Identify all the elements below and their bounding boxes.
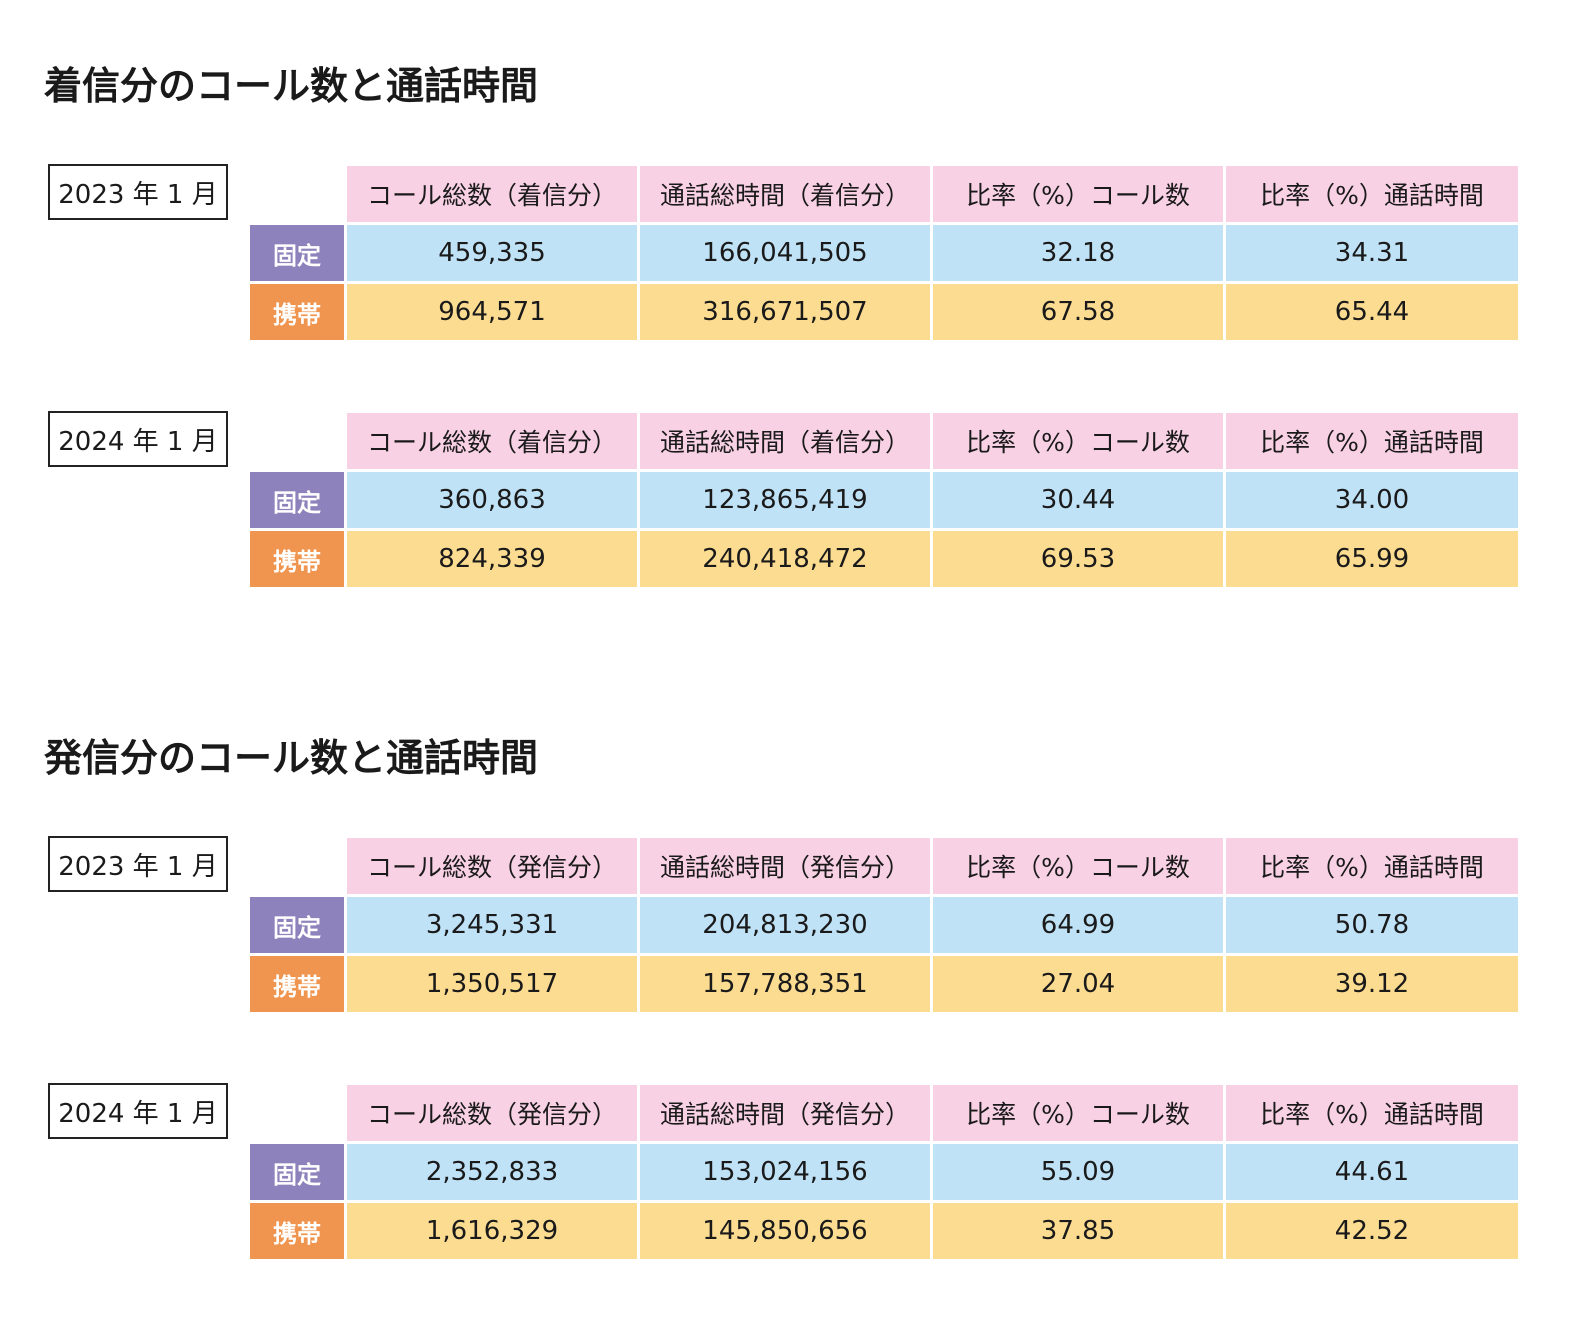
- table-corner: [250, 166, 344, 222]
- table-cell: 153,024,156: [640, 1144, 930, 1200]
- row-label-mobile: 携帯: [250, 956, 344, 1012]
- table-cell: 1,350,517: [347, 956, 637, 1012]
- table-cell: 34.00: [1226, 472, 1518, 528]
- data-table: コール総数（着信分） 通話総時間（着信分） 比率（%）コール数 比率（%）通話時…: [250, 413, 1518, 587]
- table-cell: 65.99: [1226, 531, 1518, 587]
- column-header-call-time: 通話総時間（発信分）: [640, 838, 930, 894]
- column-header-ratio-time: 比率（%）通話時間: [1226, 166, 1518, 222]
- table-cell: 2,352,833: [347, 1144, 637, 1200]
- data-table: コール総数（着信分） 通話総時間（着信分） 比率（%）コール数 比率（%）通話時…: [250, 166, 1518, 340]
- row-label-fixed: 固定: [250, 472, 344, 528]
- column-header-call-count: コール総数（着信分）: [347, 413, 637, 469]
- table-cell: 50.78: [1226, 897, 1518, 953]
- table-cell: 37.85: [933, 1203, 1223, 1259]
- table-cell: 42.52: [1226, 1203, 1518, 1259]
- table-cell: 67.58: [933, 284, 1223, 340]
- section-title-incoming: 着信分のコール数と通話時間: [44, 64, 539, 108]
- period-label: 2023 年 1 月: [48, 836, 228, 892]
- table-corner: [250, 1085, 344, 1141]
- table-cell: 240,418,472: [640, 531, 930, 587]
- table-block-outgoing-2024: 2024 年 1 月 コール総数（発信分） 通話総時間（発信分） 比率（%）コー…: [48, 1083, 1534, 1259]
- table-cell: 459,335: [347, 225, 637, 281]
- column-header-ratio-count: 比率（%）コール数: [933, 838, 1223, 894]
- row-label-fixed: 固定: [250, 897, 344, 953]
- table-cell: 69.53: [933, 531, 1223, 587]
- column-header-ratio-time: 比率（%）通話時間: [1226, 413, 1518, 469]
- row-label-mobile: 携帯: [250, 531, 344, 587]
- row-label-mobile: 携帯: [250, 1203, 344, 1259]
- row-label-mobile: 携帯: [250, 284, 344, 340]
- table-corner: [250, 413, 344, 469]
- table-cell: 55.09: [933, 1144, 1223, 1200]
- table-cell: 30.44: [933, 472, 1223, 528]
- table-cell: 204,813,230: [640, 897, 930, 953]
- period-label: 2024 年 1 月: [48, 411, 228, 467]
- table-cell: 39.12: [1226, 956, 1518, 1012]
- column-header-call-time: 通話総時間（発信分）: [640, 1085, 930, 1141]
- column-header-call-count: コール総数（発信分）: [347, 838, 637, 894]
- table-cell: 1,616,329: [347, 1203, 637, 1259]
- table-cell: 27.04: [933, 956, 1223, 1012]
- row-label-fixed: 固定: [250, 1144, 344, 1200]
- table-cell: 166,041,505: [640, 225, 930, 281]
- table-cell: 360,863: [347, 472, 637, 528]
- table-cell: 316,671,507: [640, 284, 930, 340]
- table-cell: 34.31: [1226, 225, 1518, 281]
- column-header-call-time: 通話総時間（着信分）: [640, 413, 930, 469]
- column-header-call-count: コール総数（発信分）: [347, 1085, 637, 1141]
- column-header-ratio-time: 比率（%）通話時間: [1226, 1085, 1518, 1141]
- column-header-ratio-time: 比率（%）通話時間: [1226, 838, 1518, 894]
- period-label: 2023 年 1 月: [48, 164, 228, 220]
- row-label-fixed: 固定: [250, 225, 344, 281]
- column-header-call-time: 通話総時間（着信分）: [640, 166, 930, 222]
- column-header-ratio-count: 比率（%）コール数: [933, 413, 1223, 469]
- table-cell: 145,850,656: [640, 1203, 930, 1259]
- table-cell: 824,339: [347, 531, 637, 587]
- period-label: 2024 年 1 月: [48, 1083, 228, 1139]
- column-header-ratio-count: 比率（%）コール数: [933, 1085, 1223, 1141]
- data-table: コール総数（発信分） 通話総時間（発信分） 比率（%）コール数 比率（%）通話時…: [250, 1085, 1518, 1259]
- table-cell: 44.61: [1226, 1144, 1518, 1200]
- table-corner: [250, 838, 344, 894]
- section-title-outgoing: 発信分のコール数と通話時間: [44, 736, 539, 780]
- table-block-incoming-2023: 2023 年 1 月 コール総数（着信分） 通話総時間（着信分） 比率（%）コー…: [48, 164, 1534, 340]
- table-cell: 157,788,351: [640, 956, 930, 1012]
- table-cell: 964,571: [347, 284, 637, 340]
- table-cell: 64.99: [933, 897, 1223, 953]
- table-cell: 123,865,419: [640, 472, 930, 528]
- column-header-call-count: コール総数（着信分）: [347, 166, 637, 222]
- table-cell: 3,245,331: [347, 897, 637, 953]
- column-header-ratio-count: 比率（%）コール数: [933, 166, 1223, 222]
- data-table: コール総数（発信分） 通話総時間（発信分） 比率（%）コール数 比率（%）通話時…: [250, 838, 1518, 1012]
- table-cell: 32.18: [933, 225, 1223, 281]
- table-block-outgoing-2023: 2023 年 1 月 コール総数（発信分） 通話総時間（発信分） 比率（%）コー…: [48, 836, 1534, 1012]
- table-cell: 65.44: [1226, 284, 1518, 340]
- table-block-incoming-2024: 2024 年 1 月 コール総数（着信分） 通話総時間（着信分） 比率（%）コー…: [48, 411, 1534, 587]
